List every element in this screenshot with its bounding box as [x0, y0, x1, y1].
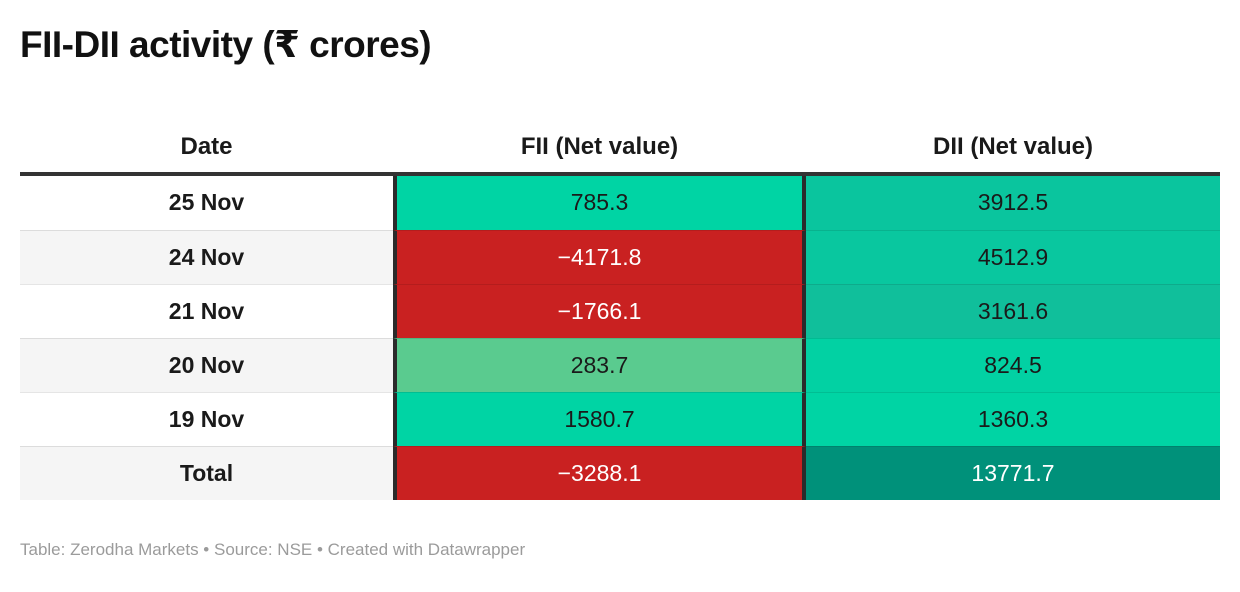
header-fii: FII (Net value) [393, 122, 806, 176]
date-cell: 21 Nov [20, 283, 393, 338]
table-row: 25 Nov 785.3 3912.5 [20, 175, 1220, 230]
date-cell: 19 Nov [20, 391, 393, 446]
dii-total-cell: 13771.7 [806, 445, 1220, 500]
dii-value-cell: 4512.9 [806, 229, 1220, 284]
table-header: Date FII (Net value) DII (Net value) [20, 122, 1220, 176]
fii-value-cell: 785.3 [393, 175, 806, 230]
table-row: 21 Nov −1766.1 3161.6 [20, 283, 1220, 338]
date-cell: 20 Nov [20, 337, 393, 392]
dii-value-cell: 824.5 [806, 337, 1220, 392]
attribution-footer: Table: Zerodha Markets • Source: NSE • C… [20, 539, 526, 559]
header-dii: DII (Net value) [806, 122, 1220, 176]
table-row-total: Total −3288.1 13771.7 [20, 445, 1220, 500]
table-row: 19 Nov 1580.7 1360.3 [20, 391, 1220, 446]
header-date: Date [20, 122, 393, 176]
date-cell: 24 Nov [20, 229, 393, 284]
dii-value-cell: 3161.6 [806, 283, 1220, 338]
fii-dii-table: Date FII (Net value) DII (Net value) 25 … [20, 122, 1220, 500]
date-cell: 25 Nov [20, 175, 393, 230]
dii-value-cell: 3912.5 [806, 175, 1220, 230]
table-row: 24 Nov −4171.8 4512.9 [20, 229, 1220, 284]
header-row: Date FII (Net value) DII (Net value) [20, 122, 1220, 176]
dii-value-cell: 1360.3 [806, 391, 1220, 446]
total-label-cell: Total [20, 445, 393, 500]
fii-value-cell: −4171.8 [393, 229, 806, 284]
page-title: FII-DII activity (₹ crores) [20, 24, 432, 65]
fii-value-cell: −1766.1 [393, 283, 806, 338]
fii-value-cell: 283.7 [393, 337, 806, 392]
fii-value-cell: 1580.7 [393, 391, 806, 446]
table-row: 20 Nov 283.7 824.5 [20, 337, 1220, 392]
fii-total-cell: −3288.1 [393, 445, 806, 500]
